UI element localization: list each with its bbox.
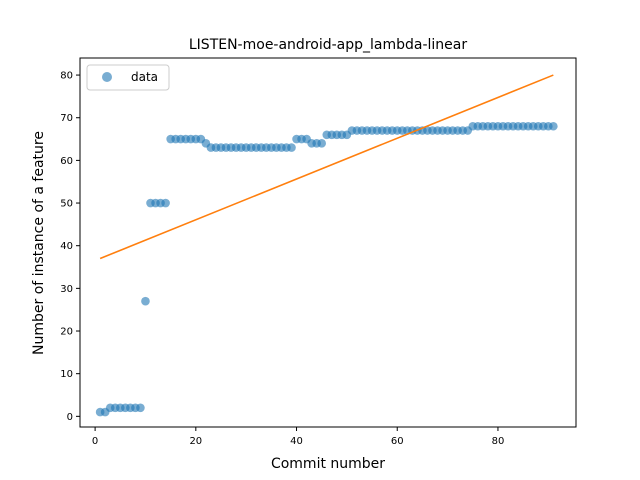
y-axis-label: Number of instance of a feature <box>31 131 47 355</box>
y-tick-label: 80 <box>60 71 73 82</box>
y-tick-label: 10 <box>60 369 73 380</box>
legend: data <box>87 65 169 90</box>
y-tick-label: 20 <box>60 327 73 338</box>
y-tick-label: 60 <box>60 156 73 167</box>
data-point <box>549 122 558 131</box>
data-point <box>287 143 296 152</box>
x-tick-label: 80 <box>492 436 505 447</box>
x-tick-label: 60 <box>391 436 404 447</box>
data-point <box>141 297 150 306</box>
x-axis-label: Commit number <box>271 456 385 472</box>
chart-title: LISTEN-moe-android-app_lambda-linear <box>189 37 467 53</box>
plot-frame <box>80 58 576 427</box>
x-tick-label: 20 <box>189 436 202 447</box>
y-tick-label: 50 <box>60 199 73 210</box>
legend-marker-data <box>102 72 112 82</box>
data-point <box>161 199 170 208</box>
plot-area <box>96 75 558 416</box>
x-tick-label: 0 <box>92 436 98 447</box>
data-point <box>317 139 326 148</box>
x-tick-label: 40 <box>290 436 303 447</box>
fit-line <box>100 75 553 258</box>
y-tick-label: 40 <box>60 241 73 252</box>
y-axis: 0 10 20 30 40 50 60 70 80 <box>60 71 80 423</box>
y-tick-label: 30 <box>60 284 73 295</box>
legend-label-data: data <box>131 70 158 84</box>
x-axis: 0 20 40 60 80 <box>92 427 504 447</box>
data-point <box>136 404 145 413</box>
y-tick-label: 70 <box>60 113 73 124</box>
y-tick-label: 0 <box>67 412 73 423</box>
